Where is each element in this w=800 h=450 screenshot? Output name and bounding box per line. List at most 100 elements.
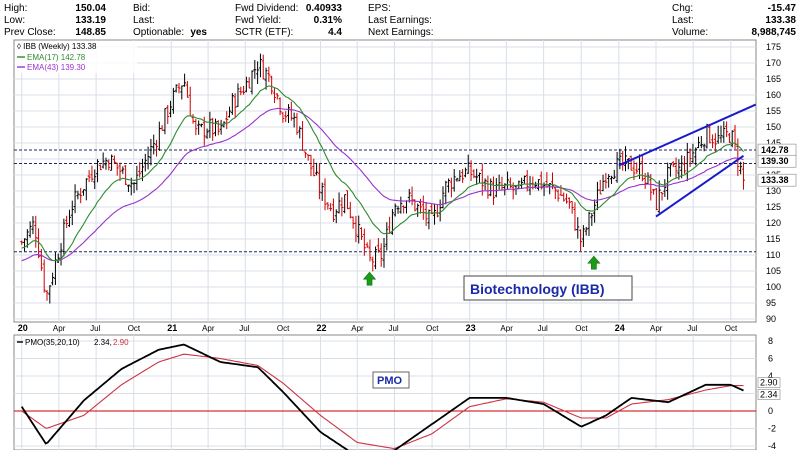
pmo-value-tag-bg — [757, 389, 781, 400]
month-label: Jul — [239, 324, 249, 333]
price-axis-tick: 130 — [766, 186, 781, 196]
title-box: Biotechnology (IBB) — [463, 275, 633, 301]
chart-title: Biotechnology (IBB) — [470, 281, 605, 297]
ema17-line — [21, 85, 744, 262]
price-legend: ◊ IBB (Weekly) 133.38 EMA(17) 142.78EMA(4… — [15, 41, 137, 73]
price-axis-tick: 160 — [766, 90, 781, 100]
header-value: 4.4 — [328, 27, 342, 38]
title-box-frame — [463, 275, 633, 301]
ema43-price-tag: 139.30 — [761, 156, 789, 166]
pmo-signal-tag-bg — [757, 377, 781, 388]
price-axis-tick: 170 — [766, 58, 781, 68]
header-label: Fwd Yield: — [235, 15, 282, 26]
price-axis-tick: 165 — [766, 74, 781, 84]
price-axis-tick: 155 — [766, 106, 781, 116]
header-value: 150.04 — [75, 3, 106, 14]
month-label: Apr — [53, 324, 66, 333]
month-label: Jul — [687, 324, 697, 333]
year-label: 23 — [466, 323, 476, 333]
header-value: yes — [190, 27, 207, 38]
pmo-signal-line — [21, 353, 744, 450]
price-axis-tick: 120 — [766, 218, 781, 228]
header-label: Volume: — [672, 27, 709, 38]
header-label: Optionable: — [133, 27, 185, 38]
pmo-line — [20, 343, 744, 450]
year-label: 21 — [167, 323, 177, 333]
header-value: 0.40933 — [305, 3, 342, 14]
year-label: 20 — [18, 323, 28, 333]
month-label: Apr — [650, 324, 663, 333]
header-value: 133.38 — [765, 15, 796, 26]
month-label: Apr — [500, 324, 513, 333]
month-label: Jul — [388, 324, 398, 333]
price-panel — [13, 39, 757, 323]
header-value: 148.85 — [75, 27, 106, 38]
price-axis-tick: 125 — [766, 202, 781, 212]
pmo-axis-tick: 0 — [768, 406, 773, 416]
legend-pmo-value: 2.34, — [94, 338, 112, 347]
last-price-tag: 133.38 — [761, 175, 789, 185]
header-value: -15.47 — [767, 3, 796, 14]
pmo-axis-tick: 6 — [768, 354, 773, 364]
trend-channel-line — [618, 103, 757, 167]
header-label: Last: — [133, 15, 155, 26]
buy-arrow-icon — [362, 271, 377, 286]
pmo-axis-tick: 8 — [768, 336, 773, 346]
month-label: Oct — [725, 324, 738, 333]
header-label: Prev Close: — [4, 27, 56, 38]
trend-channel-line — [655, 154, 745, 218]
header-label: EPS: — [368, 3, 391, 14]
header-value: 8,988,745 — [751, 27, 797, 38]
header-label: SCTR (ETF): — [235, 27, 294, 38]
ema43-price-tag-bg — [757, 154, 797, 168]
legend-ema43: EMA(43) 139.30 — [27, 63, 86, 72]
month-label: Oct — [426, 324, 439, 333]
price-axis-tick: 100 — [766, 282, 781, 292]
header-value: 133.19 — [75, 15, 106, 26]
price-axis-tick: 175 — [766, 42, 781, 52]
header-label: Next Earnings: — [368, 27, 434, 38]
month-label: Jul — [90, 324, 100, 333]
legend-ema17: EMA(17) 142.78 — [27, 53, 86, 62]
candles-group — [20, 53, 745, 304]
month-label: Oct — [277, 324, 290, 333]
legend-bg — [15, 41, 137, 73]
pmo-box-frame — [372, 371, 410, 389]
pmo-signal-tag: 2.90 — [760, 378, 778, 388]
ema43-line — [21, 107, 744, 262]
pmo-value-tag: 2.34 — [760, 390, 778, 400]
price-axis-tick: 90 — [766, 314, 776, 324]
header-label: Chg: — [672, 3, 694, 14]
month-label: Jul — [538, 324, 548, 333]
legend-pmo-label: PMO(35,20,10) — [25, 338, 80, 347]
pmo-axis-tick: -4 — [768, 441, 776, 450]
price-axis-tick: 110 — [766, 250, 780, 260]
pmo-panel — [13, 334, 757, 450]
header-label: High: — [4, 3, 28, 14]
price-axis-tick: 95 — [766, 298, 776, 308]
price-axis-tick: 105 — [766, 266, 781, 276]
legend-pmo-signal-value: 2.90 — [113, 338, 129, 347]
pmo-axis-tick: -2 — [768, 424, 776, 434]
pmo-axis-tick: 4 — [768, 371, 773, 381]
pmo-box-label: PMO — [377, 375, 403, 387]
price-axis-tick: 115 — [766, 234, 780, 244]
header-label: Bid: — [133, 3, 151, 14]
buy-arrow-icon — [587, 255, 601, 270]
header-label: Last Earnings: — [368, 15, 432, 26]
header-label: Fwd Dividend: — [235, 3, 299, 14]
month-label: Apr — [351, 324, 364, 333]
legend-main: ◊ IBB (Weekly) 133.38 — [17, 42, 97, 51]
header-label: Last: — [672, 15, 694, 26]
quote-header: High: 150.04 Low: 133.19 Prev Close: 148.85 Bi… — [0, 0, 800, 40]
price-axis-tick: 145 — [766, 138, 781, 148]
pmo-legend: PMO(35,20,10) 2.34, 2.90 — [17, 338, 129, 347]
header-label: Low: — [4, 15, 26, 26]
last-price-tag-bg — [757, 173, 797, 187]
month-label: Oct — [575, 324, 588, 333]
year-label: 22 — [316, 323, 326, 333]
ema17-price-tag: 142.78 — [761, 145, 789, 155]
month-label: Apr — [202, 324, 215, 333]
